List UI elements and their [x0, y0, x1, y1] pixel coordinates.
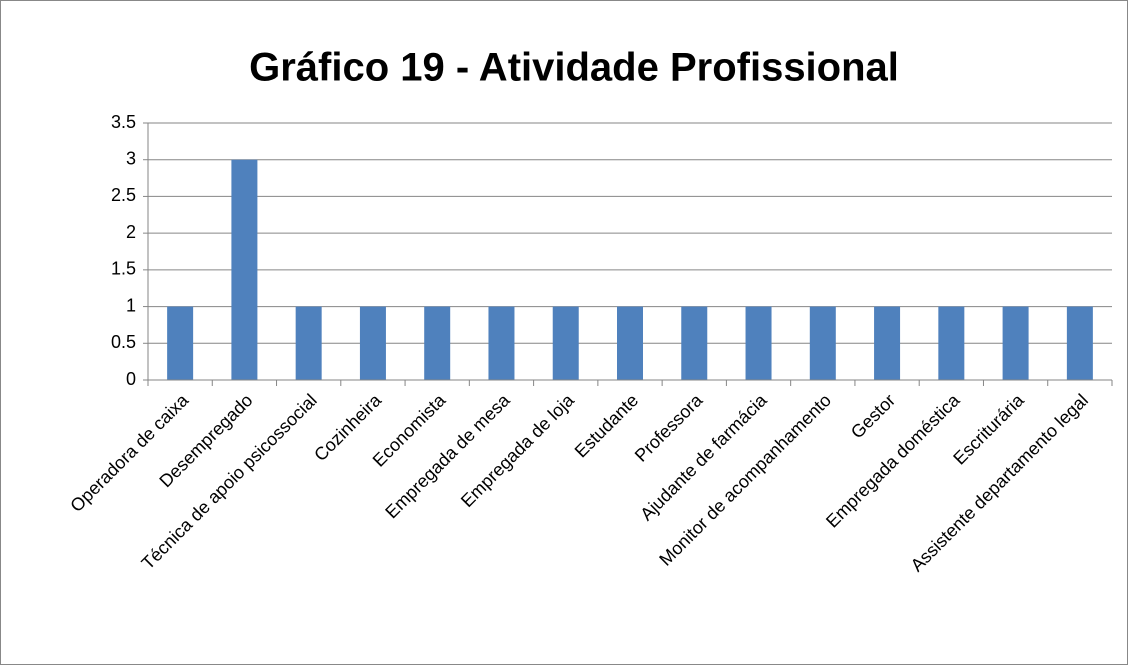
- bar: [295, 306, 322, 380]
- bar: [681, 306, 708, 380]
- bar: [938, 306, 965, 380]
- bar: [745, 306, 772, 380]
- bar: [617, 306, 643, 380]
- chart-title: Gráfico 19 - Atividade Profissional: [249, 46, 899, 90]
- bar: [488, 306, 515, 380]
- y-tick-label: 1.5: [111, 259, 136, 279]
- bar: [424, 306, 451, 380]
- bar: [359, 306, 386, 380]
- bar: [809, 306, 836, 380]
- y-tick-label: 1: [126, 295, 136, 315]
- y-tick-label: 2: [126, 222, 136, 242]
- y-tick-label: 0: [126, 369, 136, 389]
- bar: [167, 306, 194, 380]
- bar: [552, 306, 579, 380]
- bar: [1002, 306, 1029, 380]
- y-tick-label: 0.5: [111, 332, 136, 352]
- bar: [874, 306, 901, 380]
- bar: [231, 159, 258, 380]
- y-tick-label: 3.5: [111, 112, 136, 132]
- y-tick-label: 2.5: [111, 185, 136, 205]
- y-tick-label: 3: [126, 148, 136, 168]
- bar: [1066, 306, 1093, 380]
